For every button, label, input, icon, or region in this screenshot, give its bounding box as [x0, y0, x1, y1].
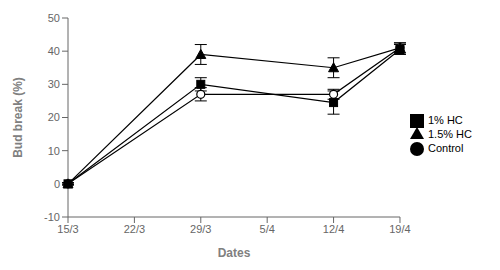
- svg-text:19/4: 19/4: [389, 223, 410, 235]
- svg-text:5/4: 5/4: [260, 223, 275, 235]
- svg-text:-10: -10: [44, 211, 60, 223]
- svg-text:50: 50: [48, 12, 60, 24]
- svg-text:20: 20: [48, 111, 60, 123]
- svg-text:22/3: 22/3: [124, 223, 145, 235]
- svg-text:29/3: 29/3: [190, 223, 211, 235]
- svg-text:40: 40: [48, 45, 60, 57]
- svg-text:Dates: Dates: [218, 246, 251, 260]
- svg-text:10: 10: [48, 145, 60, 157]
- svg-text:Bud break (%): Bud break (%): [11, 77, 25, 158]
- html-text:Control: Control: [428, 142, 464, 154]
- svg-text:0: 0: [54, 178, 60, 190]
- svg-text:12/4: 12/4: [323, 223, 344, 235]
- html-text:1.5% HC: 1.5% HC: [428, 128, 472, 140]
- html-text:1% HC: 1% HC: [428, 113, 463, 126]
- svg-text:30: 30: [48, 78, 60, 90]
- svg-text:15/3: 15/3: [57, 223, 78, 235]
